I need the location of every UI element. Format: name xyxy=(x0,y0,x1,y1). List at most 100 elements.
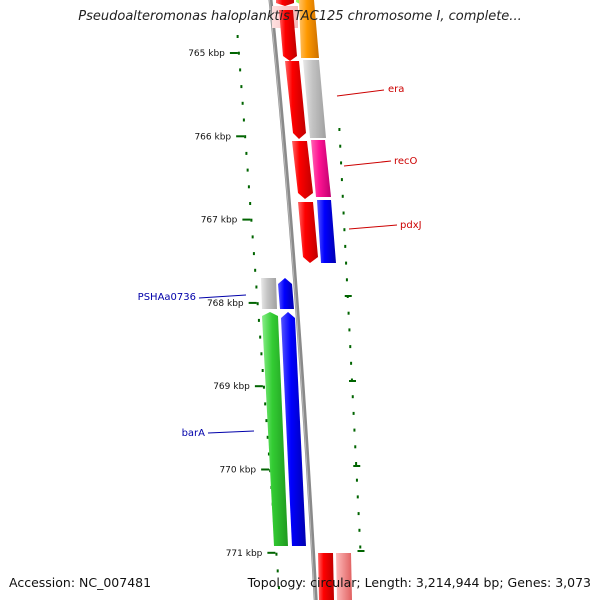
minor-tick xyxy=(247,185,250,189)
leader-line-pdxJ xyxy=(348,224,398,230)
minor-tick xyxy=(246,168,249,172)
outer-minor-tick xyxy=(339,144,342,148)
outer-scale-track xyxy=(338,128,365,552)
gene-labels: era recO pdxJ PSHAa0736 barA xyxy=(138,84,422,439)
minor-tick xyxy=(237,51,240,55)
minor-tick xyxy=(244,135,247,139)
minor-tick xyxy=(264,402,267,406)
leader-line-recO xyxy=(343,160,392,167)
accession-label: Accession: NC_007481 xyxy=(9,575,152,590)
major-tick xyxy=(254,385,263,388)
minor-tick xyxy=(256,302,259,306)
outer-minor-tick xyxy=(354,445,357,449)
gene-orange xyxy=(299,0,319,58)
minor-tick xyxy=(239,68,242,72)
minor-tick xyxy=(245,151,248,155)
major-tick xyxy=(248,301,257,304)
outer-minor-tick xyxy=(349,345,352,349)
gene-recO xyxy=(311,140,331,197)
tick-label: 766 kbp xyxy=(194,132,231,142)
tick-label: 770 kbp xyxy=(219,466,256,476)
leader-line-barA xyxy=(207,430,255,434)
gene-label-barA[interactable]: barA xyxy=(182,428,206,439)
minor-tick xyxy=(254,268,257,272)
minor-tick xyxy=(251,235,254,239)
gene-red-4 xyxy=(298,202,318,263)
outer-major-tick xyxy=(349,380,356,382)
gene-PSHAa0736 xyxy=(261,278,277,309)
minor-tick xyxy=(236,35,239,38)
minor-tick xyxy=(242,118,245,122)
tick-label: 771 kbp xyxy=(226,549,263,559)
major-tick xyxy=(261,468,270,471)
leader-line-era xyxy=(336,89,385,97)
gene-label-pdxJ[interactable]: pdxJ xyxy=(400,220,422,231)
gene-pdxJ xyxy=(317,200,336,263)
outer-major-tick xyxy=(357,550,365,552)
outer-minor-tick xyxy=(344,244,347,248)
chromosome-backbone-highlight xyxy=(269,0,316,600)
minor-tick xyxy=(262,385,265,389)
outer-minor-tick xyxy=(356,495,359,499)
tick-label: 767 kbp xyxy=(201,216,238,226)
gene-red-bottom xyxy=(318,553,334,600)
outer-minor-tick xyxy=(341,194,344,198)
chromosome-backbone xyxy=(268,0,318,600)
outer-minor-tick xyxy=(343,228,346,232)
outer-minor-tick xyxy=(355,462,358,465)
outer-minor-tick xyxy=(340,178,343,182)
major-tick xyxy=(229,52,238,54)
gene-red-partial xyxy=(276,0,294,6)
minor-tick xyxy=(240,85,243,89)
topology-label: Topology: circular; Length: 3,214,944 bp… xyxy=(247,575,591,590)
chromosome-title: Pseudoalteromonas haloplanktis TAC125 ch… xyxy=(78,9,522,24)
minor-tick xyxy=(277,586,280,590)
outer-minor-tick xyxy=(345,261,348,265)
tick-label: 768 kbp xyxy=(207,299,244,309)
gene-label-era[interactable]: era xyxy=(388,84,404,95)
outer-minor-tick xyxy=(345,278,348,282)
outer-minor-tick xyxy=(351,395,354,399)
outer-minor-tick xyxy=(359,545,362,549)
gene-red-2 xyxy=(285,61,306,139)
outer-minor-tick xyxy=(358,528,361,532)
minor-tick xyxy=(276,569,279,573)
gene-era xyxy=(303,60,326,138)
outer-minor-tick xyxy=(348,328,351,332)
gene-label-PSHAa0736[interactable]: PSHAa0736 xyxy=(138,292,196,303)
forward-strand-genes xyxy=(272,0,352,600)
outer-major-tick xyxy=(353,465,361,467)
major-tick xyxy=(267,551,276,554)
minor-tick xyxy=(265,419,268,423)
scale-track: 765 kbp 766 kbp 767 kbp 768 kbp 769 kbp 770 k… xyxy=(188,35,280,590)
minor-tick xyxy=(252,252,255,256)
outer-minor-tick xyxy=(357,512,360,516)
minor-tick xyxy=(259,335,262,339)
outer-minor-tick xyxy=(355,478,358,482)
major-tick xyxy=(242,218,251,221)
outer-major-tick xyxy=(344,295,352,297)
gene-red-3 xyxy=(292,141,313,199)
leader-line-PSHAa0736 xyxy=(198,294,247,299)
minor-tick xyxy=(257,318,260,322)
major-tick xyxy=(236,135,245,138)
outer-minor-tick xyxy=(353,428,356,432)
tick-label: 769 kbp xyxy=(213,382,250,392)
gene-barA xyxy=(262,312,288,546)
outer-minor-tick xyxy=(340,161,343,165)
minor-tick xyxy=(250,218,253,222)
outer-minor-tick xyxy=(342,211,345,215)
minor-tick xyxy=(261,369,264,372)
gene-label-recO[interactable]: recO xyxy=(394,156,418,167)
tick-label: 765 kbp xyxy=(188,49,225,59)
outer-minor-tick xyxy=(347,311,350,315)
minor-tick xyxy=(267,452,270,456)
minor-tick xyxy=(241,101,244,105)
reverse-strand-genes xyxy=(261,278,306,546)
minor-tick xyxy=(275,552,278,556)
gene-blue-long xyxy=(281,312,306,546)
minor-tick xyxy=(266,435,269,439)
minor-tick xyxy=(255,285,258,289)
outer-minor-tick xyxy=(338,128,341,131)
